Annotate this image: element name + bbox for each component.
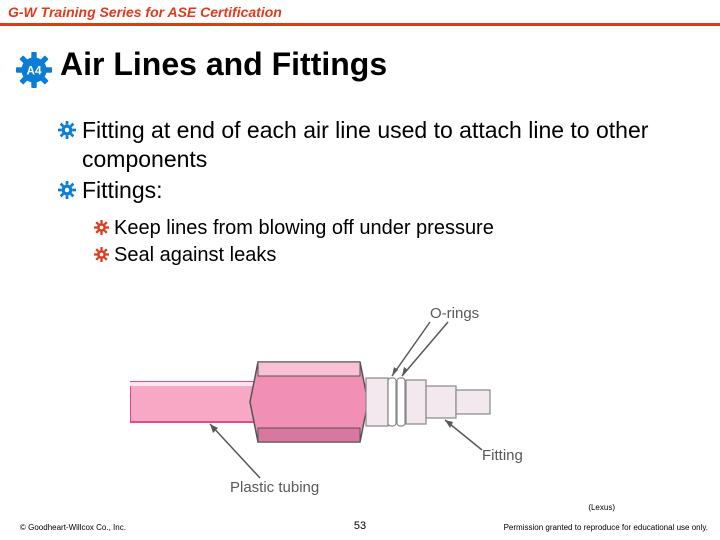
sub-bullet-group: Keep lines from blowing off under pressu… <box>94 216 678 268</box>
sub-bullet-item: Seal against leaks <box>94 243 678 268</box>
sub-bullet-text: Seal against leaks <box>114 243 276 268</box>
footer-page-number: 53 <box>354 520 366 532</box>
diagram-fitting-tip <box>456 390 490 414</box>
image-credit: (Lexus) <box>588 503 615 512</box>
sub-bullet-item: Keep lines from blowing off under pressu… <box>94 216 678 241</box>
diagram-label-fitting: Fitting <box>482 447 523 464</box>
fitting-diagram: O-rings Fitting Plastic tubing <box>130 300 550 500</box>
bullet-text: Fitting at end of each air line used to … <box>82 116 678 174</box>
diagram-tubing <box>130 382 260 422</box>
gear-bullet-icon <box>94 220 109 235</box>
diagram-fitting-step <box>426 386 456 418</box>
diagram-tubing-highlight <box>130 382 260 386</box>
diagram-fitting-step <box>406 380 426 424</box>
bullet-item: Fittings: <box>58 176 678 205</box>
page-title: Air Lines and Fittings <box>60 46 387 83</box>
content-area: Fitting at end of each air line used to … <box>58 116 678 270</box>
footer-copyright: © Goodheart-Willcox Co., Inc. <box>20 523 126 532</box>
header-bar: G-W Training Series for ASE Certificatio… <box>0 0 720 28</box>
header-red-line <box>0 23 720 26</box>
diagram-oring <box>388 378 396 426</box>
header-series-text: G-W Training Series for ASE Certificatio… <box>0 0 720 20</box>
gear-bullet-icon <box>58 181 76 199</box>
badge-text: A4 <box>27 65 42 78</box>
footer-permission: Permission granted to reproduce for educ… <box>504 523 708 532</box>
gear-bullet-icon <box>58 121 76 139</box>
diagram-fitting-sleeve <box>366 378 388 426</box>
diagram-oring <box>397 378 405 426</box>
gear-bullet-icon <box>94 247 109 262</box>
a4-badge-icon: A4 <box>16 52 52 88</box>
diagram-label-tubing: Plastic tubing <box>230 479 319 496</box>
sub-bullet-text: Keep lines from blowing off under pressu… <box>114 216 494 241</box>
bullet-item: Fitting at end of each air line used to … <box>58 116 678 174</box>
diagram-label-orings: O-rings <box>430 305 479 322</box>
bullet-text: Fittings: <box>82 176 163 205</box>
